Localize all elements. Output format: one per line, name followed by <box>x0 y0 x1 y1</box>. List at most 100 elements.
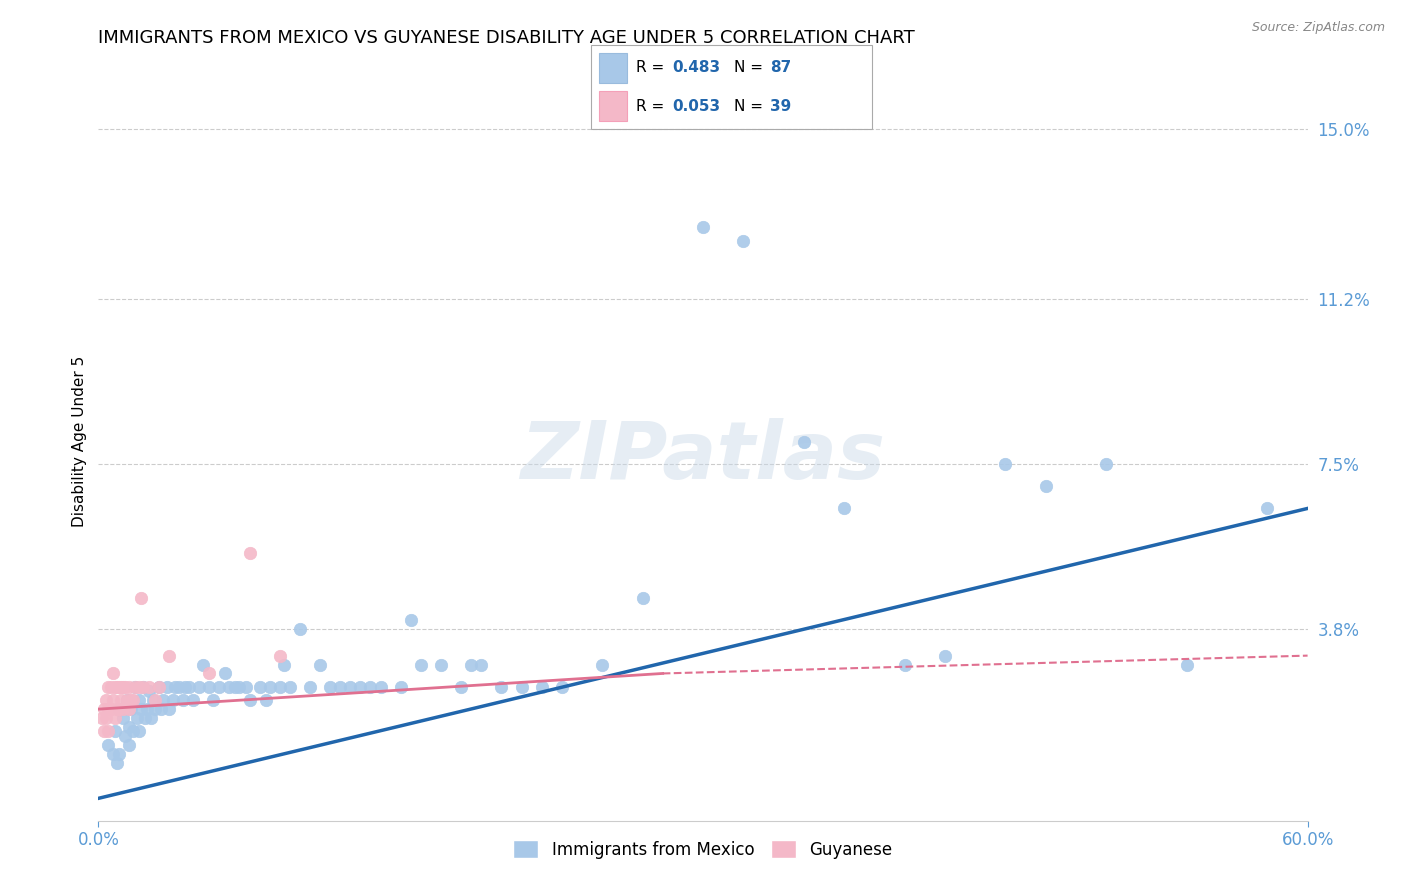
Point <box>162 693 184 707</box>
Point <box>157 648 180 663</box>
Text: 0.053: 0.053 <box>672 98 720 113</box>
Point <box>125 711 148 725</box>
Point <box>172 693 194 707</box>
Point <box>103 724 125 739</box>
Point <box>389 680 412 694</box>
Point <box>470 657 492 672</box>
Point <box>120 693 142 707</box>
Point <box>934 648 956 663</box>
Point <box>793 434 815 449</box>
Point <box>181 693 204 707</box>
Point <box>329 680 352 694</box>
Point <box>1035 479 1057 493</box>
Point <box>128 693 150 707</box>
Point <box>239 693 262 707</box>
Point <box>167 680 190 694</box>
Point <box>259 680 281 694</box>
Point <box>139 711 162 725</box>
Point <box>142 693 165 707</box>
Point <box>591 657 613 672</box>
Point <box>460 657 482 672</box>
Text: N =: N = <box>734 98 768 113</box>
Point <box>249 680 271 694</box>
Point <box>994 457 1017 471</box>
Point <box>129 702 152 716</box>
Point <box>148 680 170 694</box>
Point <box>235 680 257 694</box>
Point <box>149 702 172 716</box>
Point <box>138 680 160 694</box>
Point <box>208 680 231 694</box>
Legend: Immigrants from Mexico, Guyanese: Immigrants from Mexico, Guyanese <box>506 833 900 865</box>
Point <box>399 613 422 627</box>
Y-axis label: Disability Age Under 5: Disability Age Under 5 <box>72 356 87 527</box>
Point <box>510 680 533 694</box>
Point <box>269 680 291 694</box>
Point <box>91 711 114 725</box>
Point <box>128 680 150 694</box>
Point <box>551 680 574 694</box>
Text: N =: N = <box>734 61 768 76</box>
Point <box>107 702 129 716</box>
FancyBboxPatch shape <box>599 54 627 83</box>
Point <box>110 693 132 707</box>
Point <box>115 693 138 707</box>
Point <box>214 666 236 681</box>
Point <box>202 693 225 707</box>
Point <box>118 680 141 694</box>
Point <box>370 680 392 694</box>
Point <box>107 747 129 761</box>
Point <box>107 680 129 694</box>
Point <box>309 657 332 672</box>
Point <box>156 680 179 694</box>
Point <box>893 657 915 672</box>
Point <box>93 724 115 739</box>
Point <box>121 724 143 739</box>
Point <box>409 657 432 672</box>
Point <box>96 693 118 707</box>
Text: R =: R = <box>636 61 669 76</box>
Point <box>132 680 155 694</box>
Point <box>1256 501 1278 516</box>
Point <box>111 711 134 725</box>
Point <box>360 680 382 694</box>
Point <box>254 693 277 707</box>
Point <box>339 680 361 694</box>
Point <box>832 501 855 516</box>
Point <box>124 680 146 694</box>
Point <box>269 648 291 663</box>
Point <box>530 680 553 694</box>
Point <box>100 702 122 716</box>
Point <box>299 680 322 694</box>
Point <box>1175 657 1198 672</box>
Text: IMMIGRANTS FROM MEXICO VS GUYANESE DISABILITY AGE UNDER 5 CORRELATION CHART: IMMIGRANTS FROM MEXICO VS GUYANESE DISAB… <box>98 29 915 47</box>
Point <box>115 693 138 707</box>
Point <box>97 680 120 694</box>
Point <box>135 702 157 716</box>
Point <box>218 680 240 694</box>
Point <box>105 756 128 770</box>
Point <box>97 702 120 716</box>
Point <box>319 680 342 694</box>
Point <box>96 711 118 725</box>
Point <box>118 720 141 734</box>
Point <box>107 702 129 716</box>
Point <box>124 680 146 694</box>
Point <box>103 711 125 725</box>
Point <box>198 680 221 694</box>
Point <box>118 738 141 752</box>
Point <box>152 693 174 707</box>
Point <box>278 680 301 694</box>
Point <box>491 680 513 694</box>
Text: 87: 87 <box>770 61 792 76</box>
Point <box>692 220 714 235</box>
Point <box>631 591 654 605</box>
Point <box>105 680 128 694</box>
Point <box>100 680 122 694</box>
Text: 39: 39 <box>770 98 792 113</box>
Point <box>93 702 115 716</box>
Point <box>114 729 136 743</box>
Point <box>132 680 155 694</box>
Point <box>118 702 141 716</box>
Text: 0.483: 0.483 <box>672 61 720 76</box>
